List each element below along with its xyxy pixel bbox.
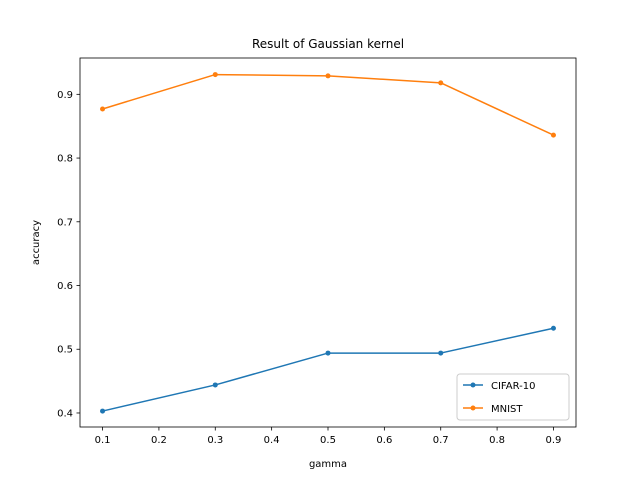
- series-layer: [100, 72, 556, 414]
- data-point-cifar-10: [100, 408, 106, 414]
- x-tick-label: 0.1: [95, 435, 111, 446]
- y-tick-label: 0.5: [57, 345, 73, 356]
- x-tick-label: 0.7: [433, 435, 449, 446]
- legend-entry-cifar-10: CIFAR-10: [463, 381, 535, 392]
- data-point-mnist: [212, 72, 218, 78]
- x-tick-label: 0.4: [264, 435, 280, 446]
- y-tick-label: 0.4: [57, 408, 73, 419]
- x-tick-label: 0.2: [151, 435, 167, 446]
- x-axis: 0.1 0.2 0.3 0.4 0.5 0.6 0.7 0.8 0.9: [95, 427, 562, 446]
- x-tick-label: 0.5: [320, 435, 336, 446]
- x-tick-label: 0.9: [546, 435, 562, 446]
- x-axis-label: gamma: [309, 459, 347, 470]
- data-point-cifar-10: [438, 350, 444, 356]
- data-point-mnist: [438, 80, 444, 86]
- series-mnist: [100, 72, 556, 138]
- series-cifar-10: [100, 325, 556, 414]
- data-point-cifar-10: [325, 350, 331, 356]
- data-point-cifar-10: [550, 325, 556, 331]
- legend-box: [456, 373, 570, 421]
- data-point-mnist: [325, 73, 331, 79]
- data-point-cifar-10: [212, 382, 218, 388]
- y-tick-label: 0.6: [57, 281, 73, 292]
- legend-label-cifar-10: CIFAR-10: [491, 381, 535, 392]
- y-tick-label: 0.7: [57, 217, 73, 228]
- legend-marker-mnist: [470, 405, 476, 411]
- y-axis-label: accuracy: [31, 220, 42, 265]
- y-tick-label: 0.9: [57, 90, 73, 101]
- legend: CIFAR-10 MNIST: [456, 373, 570, 421]
- x-tick-label: 0.3: [207, 435, 223, 446]
- legend-entry-mnist: MNIST: [463, 404, 523, 415]
- data-point-mnist: [100, 106, 106, 112]
- y-axis: 0.4 0.5 0.6 0.7 0.8 0.9: [57, 90, 80, 419]
- y-tick-label: 0.8: [57, 154, 73, 165]
- legend-marker-cifar-10: [470, 382, 476, 388]
- legend-label-mnist: MNIST: [491, 404, 523, 415]
- chart-title: Result of Gaussian kernel: [252, 37, 404, 51]
- x-tick-label: 0.6: [376, 435, 392, 446]
- data-point-mnist: [550, 132, 556, 138]
- x-tick-label: 0.8: [489, 435, 505, 446]
